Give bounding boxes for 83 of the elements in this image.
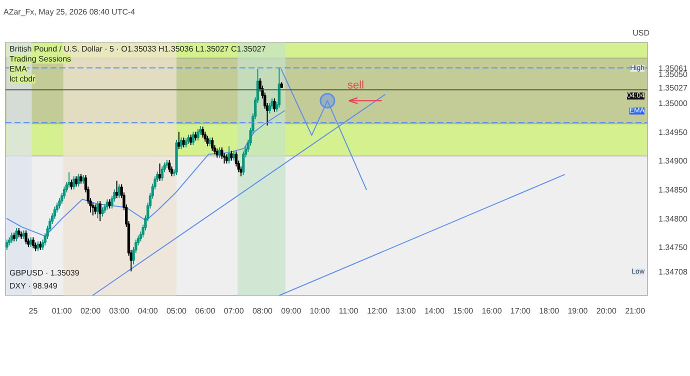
y-tick-label: 1.35000 bbox=[658, 99, 688, 108]
candlestick bbox=[158, 163, 162, 182]
annotation: lct cbdr bbox=[10, 74, 36, 84]
x-tick-label: 08:00 bbox=[252, 306, 274, 316]
x-tick-label: 13:00 bbox=[396, 306, 416, 316]
candlestick bbox=[18, 228, 20, 238]
candlestick bbox=[278, 67, 281, 108]
candlestick bbox=[160, 166, 164, 182]
chart-subtitle: British Pound / U.S. Dollar · 5 · O1.35033 H1.35036 L1.35027 C1.35027 bbox=[10, 44, 266, 54]
candlestick bbox=[15, 228, 18, 242]
candlestick bbox=[36, 240, 40, 252]
candlestick bbox=[178, 131, 180, 150]
candlestick bbox=[70, 179, 73, 190]
candlestick bbox=[6, 239, 8, 250]
x-tick-label: 01:00 bbox=[52, 306, 72, 316]
candlestick bbox=[273, 98, 276, 112]
chart-title: AZar_Fx, May 25, 2026 08:40 UTC-4 bbox=[4, 8, 136, 16]
candlestick bbox=[104, 203, 106, 214]
x-tick-label: 10:00 bbox=[310, 306, 330, 316]
annotation: EMA bbox=[10, 64, 28, 74]
x-tick-label: 05:00 bbox=[166, 306, 188, 316]
candlestick bbox=[232, 150, 236, 162]
candlestick bbox=[72, 176, 76, 190]
candlestick bbox=[192, 131, 195, 146]
candlestick bbox=[115, 180, 118, 199]
text: USD bbox=[632, 28, 650, 38]
x-tick-label: 09:00 bbox=[281, 306, 302, 316]
candlestick bbox=[106, 198, 109, 210]
x-tick-label: 11:00 bbox=[338, 306, 359, 316]
x-tick-label: 12:00 bbox=[367, 306, 388, 316]
candlestick bbox=[190, 134, 192, 146]
x-tick-label: 04:00 bbox=[138, 306, 158, 316]
x-tick-label: 17:00 bbox=[510, 306, 531, 316]
candlestick bbox=[94, 204, 97, 215]
y-tick-label: 1.35061 bbox=[658, 64, 688, 73]
candlestick bbox=[180, 137, 183, 150]
candlestick bbox=[168, 160, 171, 173]
y-tick-label: 1.34950 bbox=[658, 128, 688, 137]
annotation: Trading Sessions bbox=[10, 54, 72, 64]
x-tick-label: 02:00 bbox=[80, 306, 102, 316]
candlestick bbox=[68, 172, 70, 188]
x-tick-label: 15:00 bbox=[453, 306, 474, 316]
x-tick-label: 20:00 bbox=[596, 306, 617, 316]
candlestick bbox=[230, 150, 233, 162]
candlestick bbox=[32, 236, 35, 249]
annotation: sell bbox=[347, 80, 364, 92]
candlestick bbox=[196, 128, 200, 141]
x-tick-label: 06:00 bbox=[195, 306, 216, 316]
y-tick-label: 1.35050 bbox=[658, 70, 688, 80]
x-tick-label: 03:00 bbox=[109, 306, 130, 316]
candlestick bbox=[92, 202, 94, 216]
candlestick bbox=[218, 146, 221, 158]
y-tick-label: 1.35027 bbox=[658, 83, 688, 92]
candlestick bbox=[220, 146, 224, 160]
y-tick-label: 1.34800 bbox=[658, 214, 688, 224]
y-tick-label: 1.34900 bbox=[658, 156, 688, 166]
x-tick-label: 25 bbox=[28, 306, 38, 316]
candlestick bbox=[268, 102, 271, 114]
candlestick bbox=[228, 146, 230, 164]
x-tick-label: 21:00 bbox=[625, 306, 646, 316]
x-tick-label: 14:00 bbox=[424, 306, 446, 316]
candlestick bbox=[101, 206, 104, 218]
candlestick bbox=[29, 236, 32, 248]
candlestick bbox=[184, 138, 188, 148]
candlestick bbox=[77, 173, 80, 188]
candlestick bbox=[270, 98, 274, 110]
candlestick bbox=[201, 126, 204, 138]
y-tick-label: 1.34708 bbox=[658, 267, 688, 276]
candlestick bbox=[10, 232, 14, 244]
candlestick bbox=[187, 134, 190, 144]
candlestick bbox=[80, 173, 82, 184]
y-tick-label: 1.34750 bbox=[658, 243, 688, 252]
candlestick bbox=[206, 135, 209, 147]
x-tick-label: 16:00 bbox=[482, 306, 502, 316]
x-tick-label: 18:00 bbox=[539, 306, 560, 316]
candlestick bbox=[24, 230, 28, 245]
annotation: DXY · 98.949 bbox=[10, 282, 58, 290]
candlestick bbox=[98, 200, 102, 222]
annotation: GBPUSD · 1.35039 bbox=[10, 268, 80, 278]
y-tick-label: 1.34850 bbox=[658, 185, 688, 194]
x-tick-label: 19:00 bbox=[568, 306, 588, 316]
candlestick bbox=[211, 137, 214, 152]
x-tick-label: 07:00 bbox=[224, 306, 244, 316]
